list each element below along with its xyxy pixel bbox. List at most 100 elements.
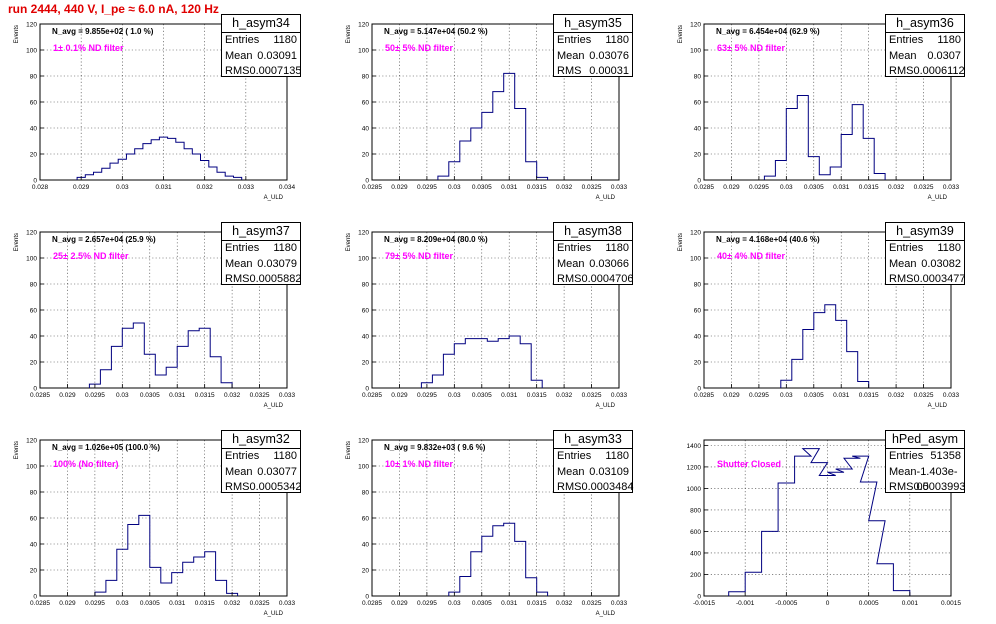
stats-value-mean: 0.03066 <box>589 257 629 270</box>
stats-label-entries: Entries <box>889 34 924 46</box>
x-tick-label: 0.032 <box>556 600 573 607</box>
x-tick-label: 0.0295 <box>417 392 437 399</box>
y-tick-label: 20 <box>30 152 38 159</box>
x-tick-label: 0.0315 <box>859 392 879 399</box>
x-tick-label: 0.0315 <box>195 392 215 399</box>
y-tick-label: 100 <box>26 464 37 471</box>
n-avg-label: N_avg = 5.147e+04 (50.2 %) <box>384 27 488 36</box>
filter-label: 1± 0.1% ND filter <box>53 43 124 53</box>
stats-label-entries: Entries <box>557 242 592 254</box>
x-tick-label: 0.0015 <box>941 600 961 607</box>
y-tick-label: 40 <box>362 334 370 341</box>
y-tick-label: 20 <box>362 152 370 159</box>
panel-h_asym32: 0.0285 0.029 0.0295 0.03 0.0305 0.031 0.0315 0.… <box>0 416 332 624</box>
x-tick-label: 0.033 <box>943 184 960 191</box>
stats-box: hPed_asym Entries 51358 Mean -1.403e-05 RMS 0.… <box>885 430 965 493</box>
stats-row-rms: RMS 0.0003993 <box>886 480 966 496</box>
stats-row-rms: RMS 0.0003477 <box>886 272 965 288</box>
stats-value-rms: 0.0005342 <box>249 481 302 493</box>
y-tick-label: 120 <box>358 22 369 29</box>
x-tick-label: 0.03 <box>448 392 461 399</box>
stats-row-mean: Mean 0.03079 <box>222 257 300 273</box>
x-tick-label: 0.029 <box>391 184 408 191</box>
stats-box: h_asym36 Entries 1180 Mean 0.0307 RMS 0.000611… <box>885 14 965 77</box>
stats-label-entries: Entries <box>225 34 260 46</box>
stats-value-rms: 0.0007135 <box>249 65 302 77</box>
filter-label: 40± 4% ND filter <box>717 251 785 261</box>
y-tick-label: 0 <box>697 178 701 185</box>
y-tick-label: 20 <box>30 360 38 367</box>
histogram-outline <box>76 136 243 180</box>
x-tick-label: 0.031 <box>169 600 186 607</box>
y-tick-label: 20 <box>694 360 702 367</box>
x-tick-label: 0.03 <box>116 184 129 191</box>
x-tick-label: -0.0015 <box>693 600 715 607</box>
histogram-name: h_asym33 <box>554 431 632 449</box>
panel-h_asym33: 0.0285 0.029 0.0295 0.03 0.0305 0.031 0.0315 0.… <box>332 416 664 624</box>
x-tick-label: 0.033 <box>611 600 628 607</box>
n-avg-label: N_avg = 9.832e+03 ( 9.6 %) <box>384 443 486 452</box>
y-tick-label: 60 <box>30 516 38 523</box>
x-axis-title: A_ULD <box>596 611 616 617</box>
x-tick-label: 0.033 <box>611 392 628 399</box>
stats-value-mean: 0.03091 <box>257 49 297 62</box>
x-axis-title: A_ULD <box>264 195 284 201</box>
x-tick-label: 0.0285 <box>362 184 382 191</box>
panel-h_asym35: 0.0285 0.029 0.0295 0.03 0.0305 0.031 0.0315 0.… <box>332 0 664 208</box>
stats-row-entries: Entries 1180 <box>886 241 964 257</box>
x-tick-label: 0.0305 <box>472 600 492 607</box>
x-axis-title: A_ULD <box>596 403 616 409</box>
y-tick-label: 120 <box>358 230 369 237</box>
y-tick-label: 40 <box>30 542 38 549</box>
stats-label-mean: Mean <box>225 49 253 62</box>
stats-row-mean: Mean -1.403e-05 <box>886 465 964 494</box>
panel-h_asym34: 0.028 0.029 0.03 0.031 0.032 0.033 0.034 0 20 40 6… <box>0 0 332 208</box>
run-title: run 2444, 440 V, I_pe ≈ 6.0 nA, 120 Hz <box>8 2 219 16</box>
x-tick-label: 0.0305 <box>140 600 160 607</box>
stats-value-entries: 1180 <box>605 450 629 462</box>
stats-label-mean: Mean <box>889 257 917 270</box>
stats-row-entries: Entries 51358 <box>886 449 964 465</box>
stats-label-rms: RMS <box>225 481 250 493</box>
y-axis-title: Events <box>14 25 20 43</box>
stats-row-rms: RMS 0.0005342 <box>222 480 302 496</box>
x-tick-label: 0.031 <box>501 392 518 399</box>
stats-label-rms: RMS <box>889 65 914 77</box>
x-tick-label: 0.0325 <box>914 184 934 191</box>
stats-label-entries: Entries <box>225 242 260 254</box>
y-tick-label: 80 <box>694 282 702 289</box>
x-tick-label: 0.029 <box>59 600 76 607</box>
stats-value-entries: 51358 <box>930 450 961 462</box>
x-axis-title: A_ULD <box>596 195 616 201</box>
y-tick-label: 100 <box>26 256 37 263</box>
y-tick-label: 60 <box>30 100 38 107</box>
x-tick-label: 0.028 <box>32 184 49 191</box>
y-tick-label: 60 <box>30 308 38 315</box>
x-tick-label: 0.0325 <box>250 392 270 399</box>
histogram-outline <box>88 322 233 388</box>
stats-label-entries: Entries <box>557 34 592 46</box>
panel-hPed_asym: -0.0015 -0.001 -0.0005 0 0.0005 0.001 0.0015 0 2… <box>664 416 996 624</box>
y-tick-label: 0 <box>33 594 37 601</box>
gridlines <box>704 440 951 596</box>
x-tick-label: 0 <box>826 600 830 607</box>
stats-row-entries: Entries 1180 <box>222 33 300 49</box>
x-tick-label: 0.031 <box>833 392 850 399</box>
histogram-name: h_asym36 <box>886 15 964 33</box>
stats-box: h_asym32 Entries 1180 Mean 0.03077 RMS 0.00053… <box>221 430 301 493</box>
x-tick-label: 0.029 <box>59 392 76 399</box>
stats-row-mean: Mean 0.03109 <box>554 465 632 481</box>
gridlines <box>372 232 619 388</box>
y-tick-label: 120 <box>690 22 701 29</box>
stats-value-entries: 1180 <box>937 242 961 254</box>
stats-row-rms: RMS 0.0005882 <box>222 272 301 288</box>
x-tick-label: -0.0005 <box>775 600 797 607</box>
histogram-outline <box>437 72 549 180</box>
x-tick-label: 0.0295 <box>749 392 769 399</box>
stats-value-rms: 0.0003993 <box>913 481 966 493</box>
stats-label-rms: RMS <box>557 65 582 77</box>
filter-label: 100% (No filter) <box>53 459 119 469</box>
histogram-outline <box>420 335 543 388</box>
stats-value-mean: 0.03077 <box>257 465 297 478</box>
stats-row-entries: Entries 1180 <box>554 33 632 49</box>
